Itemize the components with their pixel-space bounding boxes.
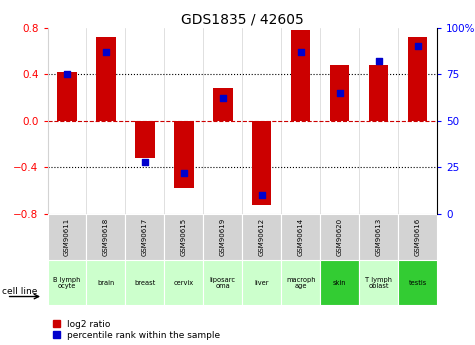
Point xyxy=(336,90,343,96)
Text: brain: brain xyxy=(97,280,114,286)
Bar xyxy=(203,214,242,260)
Bar xyxy=(48,214,86,260)
Bar xyxy=(359,214,398,260)
Text: GSM90616: GSM90616 xyxy=(415,218,420,256)
Bar xyxy=(203,260,242,305)
Bar xyxy=(48,260,86,305)
Bar xyxy=(86,214,125,260)
Bar xyxy=(125,214,164,260)
Text: GSM90615: GSM90615 xyxy=(181,218,187,256)
Bar xyxy=(96,37,115,121)
Bar xyxy=(281,260,320,305)
Bar xyxy=(164,260,203,305)
Text: GSM90617: GSM90617 xyxy=(142,218,148,256)
Point xyxy=(258,193,266,198)
Bar xyxy=(398,260,437,305)
Bar xyxy=(174,121,193,188)
Legend: log2 ratio, percentile rank within the sample: log2 ratio, percentile rank within the s… xyxy=(52,319,221,341)
Point xyxy=(141,159,149,165)
Point xyxy=(219,96,227,101)
Point xyxy=(180,170,188,176)
Text: cell line: cell line xyxy=(2,287,38,296)
Bar xyxy=(135,121,154,158)
Bar xyxy=(213,88,232,121)
Text: GSM90620: GSM90620 xyxy=(337,218,342,256)
Text: cervix: cervix xyxy=(174,280,194,286)
Point xyxy=(297,49,304,55)
Point xyxy=(102,49,110,55)
Bar xyxy=(369,65,388,121)
Text: liposarc
oma: liposarc oma xyxy=(210,277,236,289)
Bar xyxy=(320,214,359,260)
Point xyxy=(375,58,382,64)
Text: B lymph
ocyte: B lymph ocyte xyxy=(53,277,81,289)
Text: testis: testis xyxy=(408,280,427,286)
Text: GSM90613: GSM90613 xyxy=(376,218,381,256)
Bar xyxy=(125,260,164,305)
Bar xyxy=(86,260,125,305)
Title: GDS1835 / 42605: GDS1835 / 42605 xyxy=(181,12,304,27)
Text: GSM90612: GSM90612 xyxy=(259,218,265,256)
Text: T lymph
oblast: T lymph oblast xyxy=(365,277,392,289)
Bar xyxy=(408,37,427,121)
Bar xyxy=(281,214,320,260)
Bar xyxy=(291,30,310,121)
Text: GSM90611: GSM90611 xyxy=(64,218,70,256)
Bar xyxy=(164,214,203,260)
Text: GSM90618: GSM90618 xyxy=(103,218,109,256)
Bar xyxy=(359,260,398,305)
Bar xyxy=(330,65,349,121)
Bar xyxy=(57,72,76,121)
Text: liver: liver xyxy=(255,280,269,286)
Point xyxy=(414,43,421,49)
Point xyxy=(63,71,71,77)
Text: skin: skin xyxy=(333,280,346,286)
Bar xyxy=(398,214,437,260)
Text: GSM90614: GSM90614 xyxy=(298,218,304,256)
Bar xyxy=(242,214,281,260)
Text: breast: breast xyxy=(134,280,155,286)
Text: GSM90619: GSM90619 xyxy=(220,218,226,256)
Text: macroph
age: macroph age xyxy=(286,277,315,289)
Bar xyxy=(320,260,359,305)
Bar xyxy=(252,121,271,205)
Bar xyxy=(242,260,281,305)
